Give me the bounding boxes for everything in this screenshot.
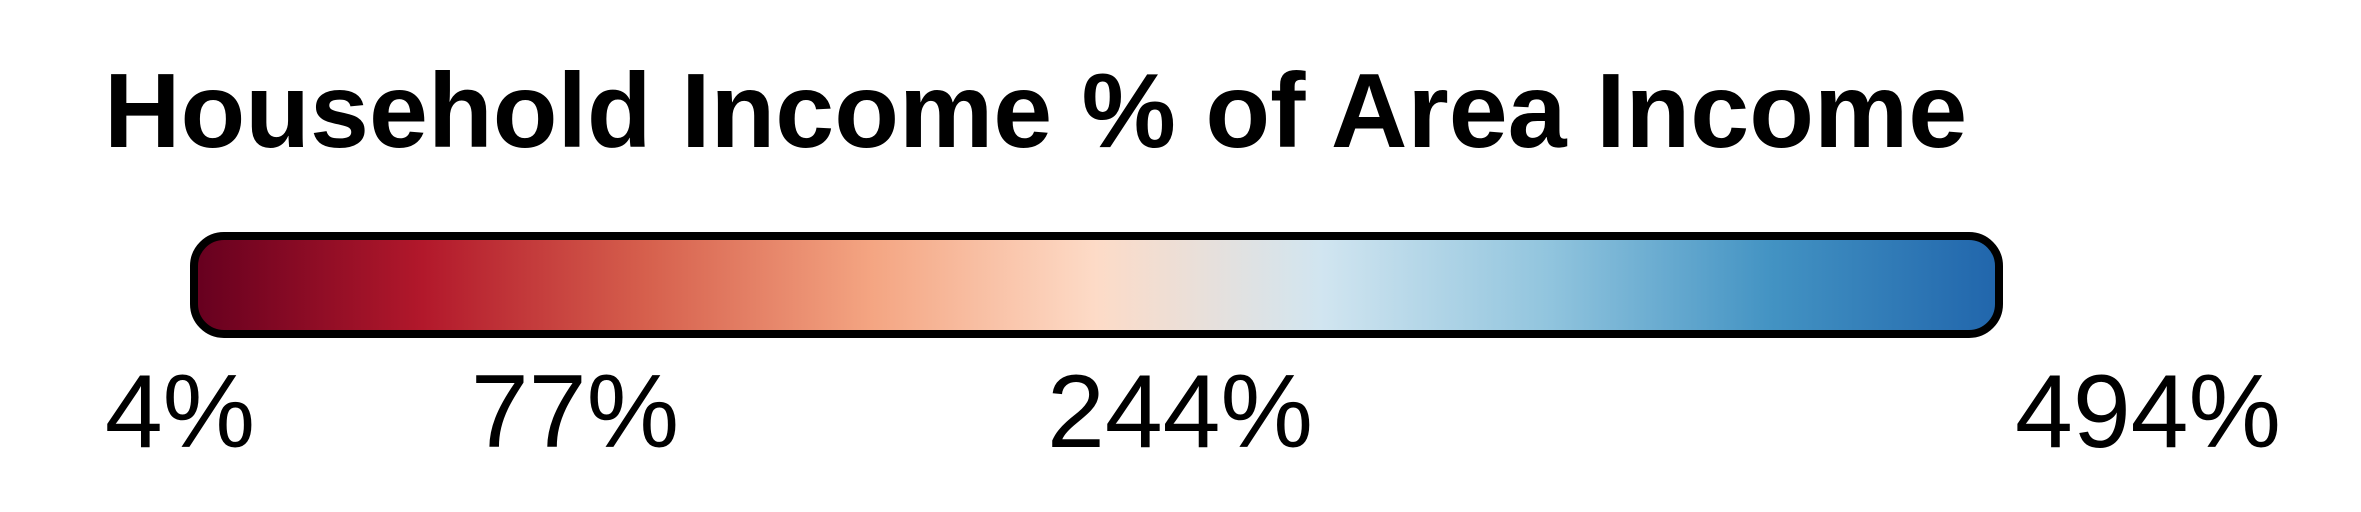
tick-label-mid: 244% [1047, 354, 1313, 470]
legend-title: Household Income % of Area Income [104, 52, 1968, 170]
tick-label-min: 4% [104, 354, 256, 470]
tick-label-max: 494% [2015, 354, 2281, 470]
tick-label-low: 77% [470, 354, 680, 470]
color-scale-bar [190, 232, 2003, 338]
